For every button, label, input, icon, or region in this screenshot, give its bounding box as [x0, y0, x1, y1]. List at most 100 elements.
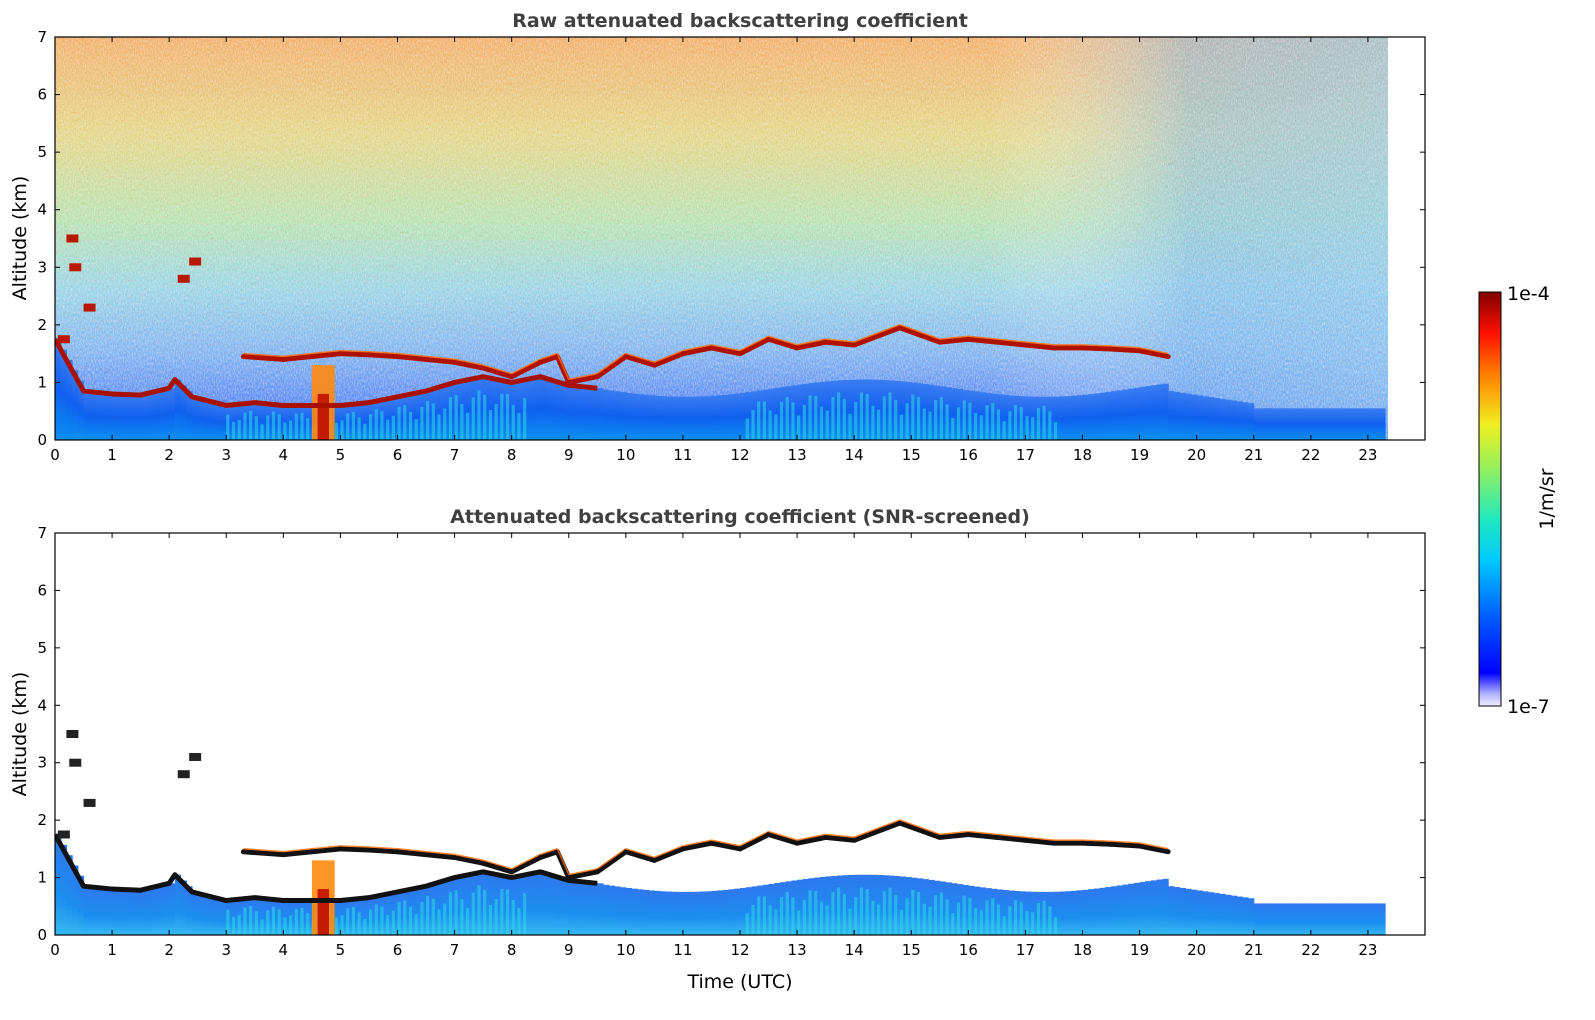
raw-aerosol-column: [1128, 388, 1135, 440]
raw-aerosol-column: [1168, 391, 1175, 440]
raw-aerosol-column: [568, 385, 576, 440]
screened-x-tick-label: 13: [788, 941, 807, 959]
raw-aerosol-column: [146, 393, 153, 440]
screened-x-tick-label: 6: [393, 941, 403, 959]
raw-aerosol-streak: [231, 421, 236, 440]
raw-x-tick-label: 11: [673, 446, 692, 464]
raw-cloud-edge: [939, 335, 969, 340]
screened-aerosol-streak: [991, 898, 995, 935]
raw-cloud-segment: [509, 359, 543, 380]
screened-aerosol-column: [146, 888, 153, 935]
raw-aerosol-streak: [420, 406, 424, 440]
screened-aerosol-column: [705, 891, 713, 935]
screened-aerosol-column: [112, 889, 119, 935]
screened-cloud-segment: [708, 840, 743, 852]
raw-aerosol-column: [186, 391, 193, 440]
screened-aerosol-column: [711, 890, 718, 935]
raw-aerosol-column: [209, 401, 216, 440]
raw-cloud-edge: [368, 351, 398, 355]
screened-aerosol-column: [797, 879, 804, 935]
screened-x-tick-label: 19: [1130, 941, 1149, 959]
screened-aerosol-streak: [391, 910, 395, 935]
screened-x-tick-label: 5: [336, 941, 346, 959]
screened-aerosol-streak: [243, 907, 247, 935]
screened-aerosol-column: [1367, 903, 1375, 935]
raw-aerosol-column: [642, 394, 650, 440]
screened-aerosol-streak: [357, 912, 361, 935]
raw-x-tick-label: 6: [393, 446, 403, 464]
screened-aerosol-streak: [751, 904, 755, 935]
raw-cloud-segment: [708, 345, 743, 357]
screened-aerosol-streak: [962, 895, 966, 935]
screened-aerosol-column: [591, 882, 598, 935]
screened-aerosol-column: [1379, 903, 1386, 935]
raw-cloud-edge: [596, 352, 627, 375]
screened-aerosol-streak: [380, 906, 384, 935]
screened-cloud-segment: [452, 854, 486, 866]
raw-cloud-edge: [556, 353, 570, 380]
screened-plume-core: [317, 889, 329, 935]
raw-aerosol-streak: [974, 413, 978, 440]
raw-cloud-segment: [452, 359, 486, 371]
screened-aerosol-column: [648, 890, 655, 935]
screened-aerosol-column: [1076, 890, 1084, 935]
screened-cloud-edge: [625, 848, 655, 859]
screened-cloud-segment: [594, 849, 629, 875]
raw-aerosol-column: [585, 387, 593, 440]
screened-cloud-segment: [280, 849, 315, 858]
screened-x-tick-label: 4: [279, 941, 289, 959]
colorbar-min-label: 1e-7: [1507, 696, 1550, 718]
raw-cloud-layer: [55, 234, 1171, 408]
screened-aerosol-column: [226, 900, 233, 935]
screened-aerosol-streak: [289, 915, 293, 935]
screened-aerosol-streak: [825, 905, 829, 935]
screened-aerosol-streak: [899, 909, 903, 935]
screened-cloud-fragment: [177, 770, 190, 779]
raw-aerosol-streak: [888, 392, 892, 440]
screened-aerosol-streak: [785, 892, 789, 935]
screened-aerosol-column: [1208, 892, 1215, 935]
raw-aerosol-streak: [928, 411, 932, 440]
screened-aerosol-column: [1173, 887, 1181, 935]
raw-cloud-segment: [623, 354, 657, 368]
screened-aerosol-streak: [471, 892, 475, 935]
raw-aerosol-column: [654, 395, 661, 440]
screened-backscatter-panel: Attenuated backscattering coefficient (S…: [9, 506, 1426, 993]
raw-aerosol-streak: [523, 398, 527, 440]
raw-aerosol-column: [1133, 387, 1141, 440]
screened-aerosol-column: [72, 865, 79, 935]
colorbar: 1e-4 1e-7 1/m/sr: [1478, 283, 1558, 718]
screened-aerosol-column: [1099, 887, 1106, 935]
raw-aerosol-column: [197, 398, 205, 440]
raw-aerosol-column: [1093, 393, 1101, 440]
raw-aerosol-streak: [397, 406, 401, 440]
screened-aerosol-streak: [916, 892, 921, 935]
screened-aerosol-streak: [877, 904, 881, 935]
raw-aerosol-column: [603, 389, 610, 440]
raw-aerosol-streak: [831, 397, 835, 440]
screened-aerosol-streak: [871, 900, 875, 935]
raw-aerosol-column: [60, 349, 68, 440]
screened-aerosol-column: [1213, 893, 1221, 935]
screened-cloud-segment: [965, 832, 1000, 840]
raw-aerosol-column: [1190, 394, 1198, 440]
raw-aerosol-column: [951, 388, 958, 440]
raw-aerosol-column: [1059, 396, 1066, 440]
screened-aerosol-column: [1236, 896, 1243, 935]
screened-aerosol-column: [157, 886, 165, 935]
screened-aerosol-column: [557, 876, 564, 935]
screened-aerosol-streak: [865, 889, 869, 935]
screened-aerosol-column: [608, 885, 616, 935]
screened-aerosol-streak: [477, 885, 481, 935]
screened-aerosol-streak: [466, 907, 470, 935]
raw-aerosol-column: [214, 402, 222, 440]
raw-aerosol-column: [1082, 394, 1089, 440]
screened-aerosol-column: [1156, 879, 1164, 935]
raw-heatmap-field: [55, 37, 1388, 440]
raw-aerosol-column: [220, 404, 227, 440]
raw-aerosol-streak: [260, 424, 264, 440]
screened-cloud-edge: [311, 845, 341, 850]
screened-aerosol-column: [260, 898, 267, 935]
raw-aerosol-column: [437, 387, 444, 440]
screened-aerosol-column: [694, 891, 701, 935]
